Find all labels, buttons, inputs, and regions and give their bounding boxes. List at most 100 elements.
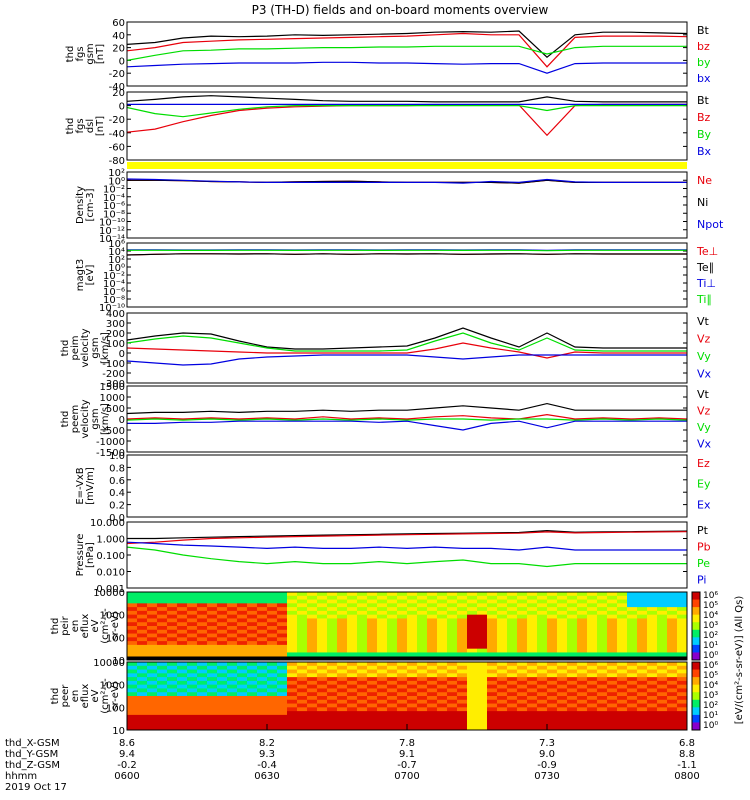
- heatmap-cell: [507, 652, 518, 657]
- heatmap-cell: [587, 662, 598, 667]
- heatmap-cell: [617, 677, 628, 682]
- heatmap-cell: [607, 684, 618, 689]
- heatmap-cell: [507, 629, 518, 635]
- heatmap-cell: [547, 677, 558, 682]
- heatmap-cell: [157, 677, 168, 682]
- ytick-label: 0: [119, 349, 125, 360]
- heatmap-cell: [227, 595, 238, 601]
- heatmap-cell: [177, 648, 188, 653]
- heatmap-cell: [447, 622, 458, 627]
- heatmap-cell: [637, 711, 648, 716]
- heatmap-cell: [467, 626, 478, 631]
- heatmap-cell: [197, 703, 208, 708]
- heatmap-cell: [387, 599, 398, 604]
- heatmap-cell: [387, 692, 398, 697]
- heatmap-cell: [227, 718, 238, 723]
- heatmap-cell: [597, 703, 608, 708]
- heatmap-cell: [377, 707, 388, 712]
- heatmap-cell: [557, 595, 568, 601]
- heatmap-cell: [237, 669, 248, 674]
- heatmap-cell: [657, 665, 668, 671]
- heatmap-cell: [217, 622, 228, 627]
- heatmap-cell: [647, 637, 658, 642]
- heatmap-cell: [357, 665, 368, 671]
- heatmap-cell: [287, 626, 298, 631]
- ylabel-line: thd: [50, 688, 61, 705]
- heatmap-cell: [317, 684, 328, 689]
- heatmap-cell: [367, 703, 378, 708]
- heatmap-cell: [547, 684, 558, 689]
- heatmap-cell: [307, 711, 318, 716]
- heatmap-cell: [487, 688, 498, 693]
- heatmap-cell: [227, 680, 238, 686]
- heatmap-cell: [177, 722, 188, 727]
- heatmap-cell: [407, 669, 418, 674]
- heatmap-cell: [507, 637, 518, 642]
- heatmap-cell: [497, 595, 508, 601]
- heatmap-cell: [287, 673, 298, 678]
- heatmap-cell: [607, 603, 618, 608]
- heatmap-cell: [427, 595, 438, 601]
- heatmap-cell: [317, 641, 328, 646]
- heatmap-cell: [667, 641, 678, 646]
- series-line-Vx: [126, 354, 687, 366]
- heatmap-cell: [597, 696, 608, 701]
- heatmap-cell: [357, 696, 368, 701]
- heatmap-cell: [617, 699, 628, 705]
- heatmap-cell: [657, 614, 668, 619]
- heatmap-cell: [317, 637, 328, 642]
- heatmap-cell: [527, 618, 538, 623]
- legend-Vz: Vz: [697, 333, 711, 346]
- heatmap-cell: [417, 707, 428, 712]
- heatmap-cell: [207, 592, 218, 597]
- heatmap-cell: [237, 662, 248, 667]
- heatmap-cell: [297, 607, 308, 612]
- heatmap-cell: [607, 595, 618, 601]
- heatmap-cell: [207, 629, 218, 635]
- heatmap-cell: [137, 633, 148, 638]
- heatmap-cell: [287, 618, 298, 623]
- heatmap-cell: [657, 648, 668, 653]
- heatmap-cell: [457, 692, 468, 697]
- heatmap-cell: [307, 629, 318, 635]
- heatmap-cell: [607, 622, 618, 627]
- heatmap-cell: [657, 610, 668, 616]
- heatmap-cell: [447, 644, 458, 650]
- heatmap-cell: [177, 711, 188, 716]
- heatmap-cell: [637, 699, 648, 705]
- heatmap-cell: [497, 718, 508, 723]
- heatmap-cell: [267, 699, 278, 705]
- heatmap-cell: [217, 673, 228, 678]
- heatmap-cell: [517, 622, 528, 627]
- heatmap-cell: [137, 722, 148, 727]
- heatmap-cell: [677, 669, 688, 674]
- heatmap-cell: [377, 633, 388, 638]
- ytick-label: -80: [109, 156, 125, 167]
- orbit-value: -0.7: [397, 760, 417, 771]
- heatmap-cell: [507, 662, 518, 667]
- heatmap-cell: [337, 669, 348, 674]
- heatmap-cell: [627, 622, 638, 627]
- heatmap-cell: [367, 665, 378, 671]
- heatmap-cell: [647, 707, 658, 712]
- heatmap-cell: [627, 714, 638, 720]
- heatmap-cell: [277, 603, 288, 608]
- heatmap-cell: [137, 652, 148, 657]
- heatmap-cell: [467, 603, 478, 608]
- heatmap-cell: [387, 688, 398, 693]
- heatmap-cell: [327, 688, 338, 693]
- heatmap-cell: [167, 714, 178, 720]
- heatmap-cell: [347, 680, 358, 686]
- heatmap-cell: [177, 637, 188, 642]
- heatmap-cell: [637, 722, 648, 727]
- heatmap-cell: [477, 673, 488, 678]
- heatmap-cell: [287, 680, 298, 686]
- heatmap-cell: [467, 648, 478, 653]
- heatmap-cell: [127, 726, 138, 731]
- heatmap-cell: [637, 680, 648, 686]
- heatmap-cell: [327, 665, 338, 671]
- heatmap-cell: [667, 665, 678, 671]
- heatmap-cell: [627, 662, 638, 667]
- heatmap-cell: [527, 607, 538, 612]
- heatmap-cell: [167, 633, 178, 638]
